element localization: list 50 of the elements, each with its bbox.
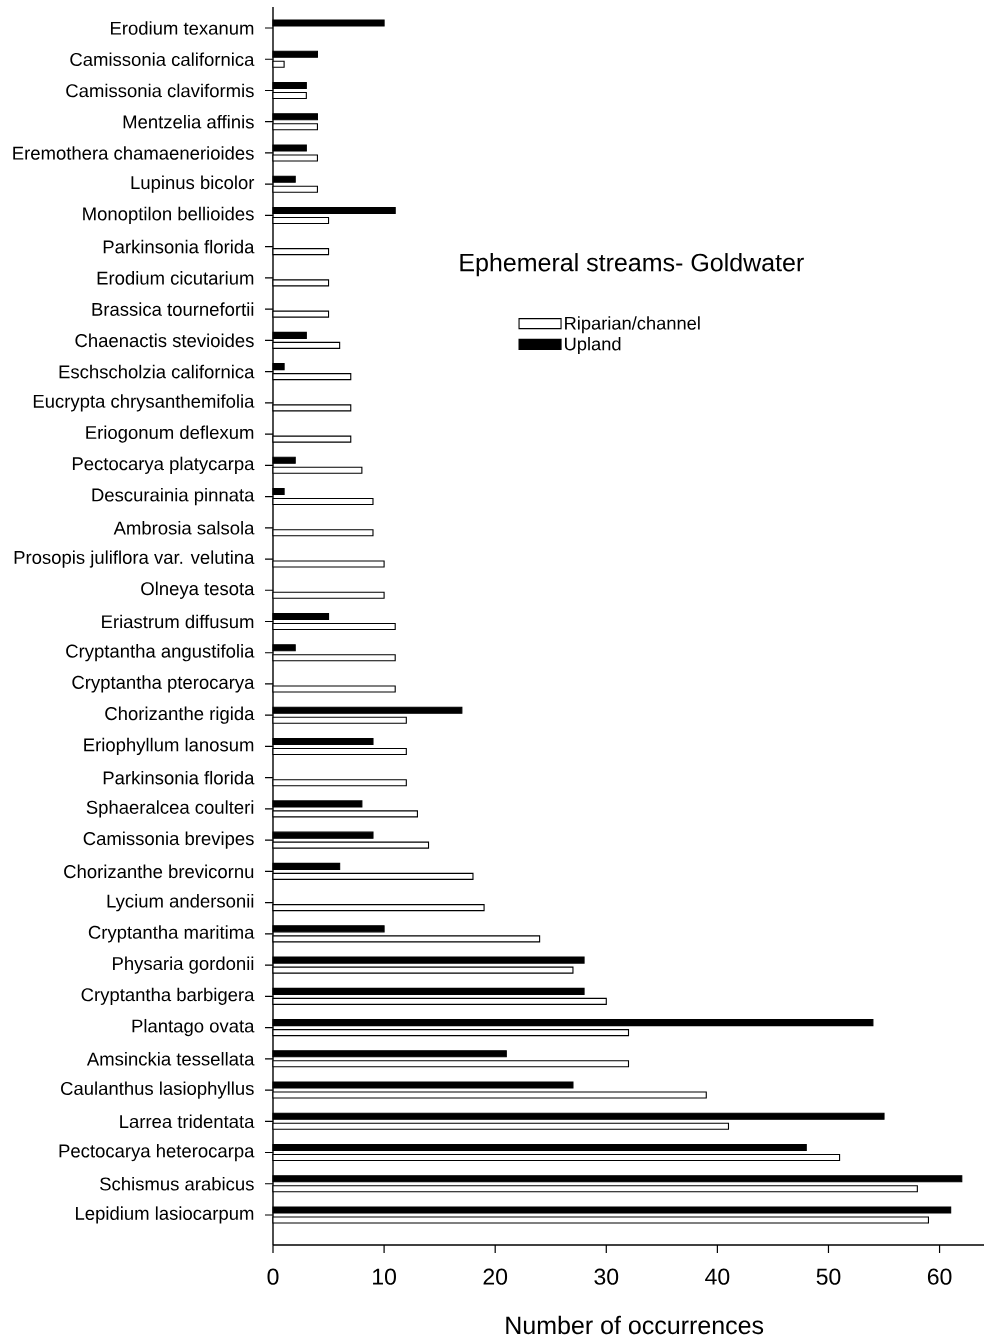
y-tick-label: Cryptantha angustifolia [66, 644, 255, 662]
y-tick-label: Eucrypta chrysanthemifolia [33, 394, 255, 412]
y-tick-label: Plantago ovata [132, 1018, 255, 1037]
y-tick-label: Lupinus bicolor [131, 175, 255, 193]
y-tick-label: Mentzelia affinis [123, 114, 254, 129]
legend-label: Riparian/channel [565, 316, 700, 334]
y-tick-label: Erodium texanum [111, 21, 254, 35]
text: Ephemeral streams- Goldwater [460, 253, 804, 277]
y-tick-label: Eriophyllum lanosum [84, 737, 254, 756]
y-tick-label: Descurainia pinnata [92, 487, 255, 506]
y-tick-label: Amsinckia tessellata [86, 1052, 255, 1066]
legend-label: Upland [565, 336, 621, 355]
x-tick-label: 40 [705, 1268, 730, 1285]
y-tick-label: Parkinsonia florida [103, 239, 255, 254]
y-tick-label: Chorizanthe rigida [105, 706, 255, 724]
y-tick-label: Brassica tournefortii [92, 302, 254, 316]
y-tick-label: Pectocarya heterocarpa [59, 1143, 255, 1162]
x-tick-label: 20 [483, 1268, 508, 1285]
y-tick-label: Ambrosia salsola [113, 521, 255, 535]
y-tick-label: Cryptantha barbigera [81, 987, 255, 1005]
y-tick-label: Camissonia brevipes [83, 831, 254, 849]
y-tick-label: Prosopis juliflora var. velutina [14, 550, 255, 568]
y-tick-label: Monoptilon bellioides [83, 206, 254, 225]
y-tick-label: Cryptantha maritima [88, 925, 255, 943]
y-tick-label: Eremothera chamaenerioides [13, 146, 254, 160]
y-tick-label: Chorizanthe brevicornu [64, 864, 254, 879]
y-tick-label: Erodium cicutarium [97, 271, 254, 285]
x-tick-label: 0 [267, 1268, 279, 1285]
x-tick-label: 60 [927, 1268, 952, 1285]
y-tick-label: Eschscholzia californica [59, 364, 255, 379]
x-tick-label: 10 [373, 1268, 396, 1285]
y-tick-label: Olneya tesota [141, 581, 255, 599]
x-axis-title: Number of occurrences [506, 1315, 764, 1335]
y-tick-label: Chaenactis stevioides [75, 333, 254, 348]
y-tick-label: Parkinsonia florida [103, 770, 255, 785]
y-tick-label: Sphaeralcea coulteri [86, 800, 254, 818]
y-tick-label: Physaria gordonii [113, 956, 254, 974]
y-tick-label: Camissonia californica [70, 52, 255, 67]
y-tick-label: Lycium andersonii [107, 894, 254, 912]
y-tick-label: Larrea tridentata [120, 1114, 255, 1129]
y-tick-label: Lepidium lasiocarpum [76, 1206, 254, 1224]
y-tick-label: Eriogonum deflexum [86, 425, 254, 443]
y-tick-label: Caulanthus lasiophyllus [61, 1081, 254, 1099]
x-tick-label: 50 [816, 1268, 841, 1285]
y-tick-label: Pectocarya platycarpa [72, 456, 255, 474]
y-tick-label: Camissonia claviformis [66, 83, 254, 98]
y-tick-label: Schismus arabicus [100, 1176, 254, 1191]
y-tick-label: Cryptantha pterocarya [72, 675, 255, 693]
y-tick-label: Eriastrum diffusum [102, 614, 254, 629]
x-tick-label: 30 [594, 1268, 619, 1285]
